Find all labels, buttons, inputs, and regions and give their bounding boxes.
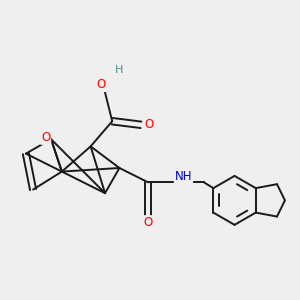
Text: O: O: [41, 131, 50, 144]
Text: NH: NH: [175, 170, 192, 184]
Text: O: O: [144, 216, 153, 229]
Text: H: H: [115, 65, 123, 75]
Text: O: O: [97, 78, 106, 91]
Text: O: O: [144, 118, 154, 131]
